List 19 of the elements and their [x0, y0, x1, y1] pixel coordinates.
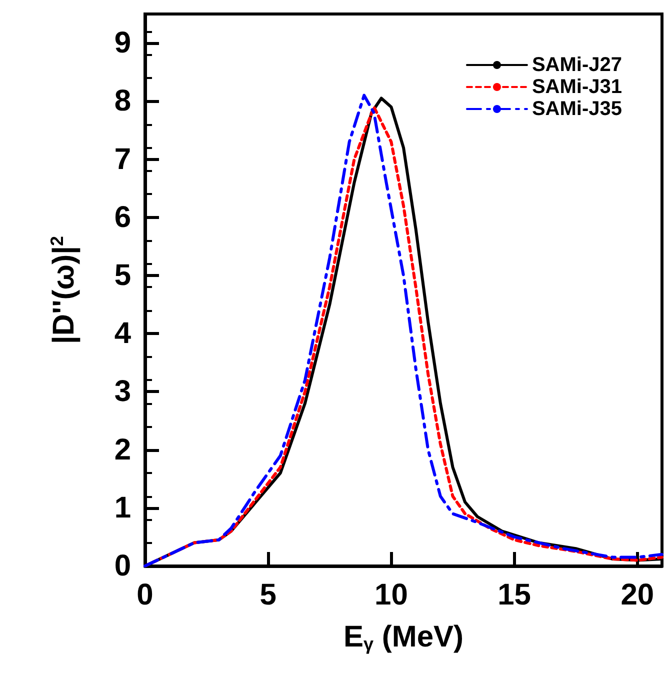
y-tick-label: 2	[114, 433, 131, 466]
y-tick-label: 9	[114, 26, 131, 60]
y-axis-title: |D''(ω)|2	[47, 236, 80, 344]
x-tick-label: 20	[620, 578, 654, 612]
y-tick-label: 4	[114, 317, 132, 350]
y-tick-label: 7	[114, 142, 131, 176]
legend-label: SAMi-J35	[532, 98, 622, 120]
x-tick-label: 5	[260, 578, 276, 612]
y-tick-label: 5	[114, 258, 131, 292]
x-tick-label: 0	[136, 578, 154, 612]
x-tick-label: 15	[498, 578, 531, 612]
y-tick-label: 8	[114, 84, 131, 118]
legend-label: SAMi-J27	[532, 54, 622, 76]
y-tick-label: 0	[114, 550, 131, 582]
y-tick-label: 6	[114, 200, 131, 234]
legend-label: SAMi-J31	[532, 76, 622, 98]
y-tick-label: 3	[114, 375, 131, 408]
y-tick-label: 1	[114, 491, 131, 524]
x-tick-label: 10	[374, 578, 408, 612]
